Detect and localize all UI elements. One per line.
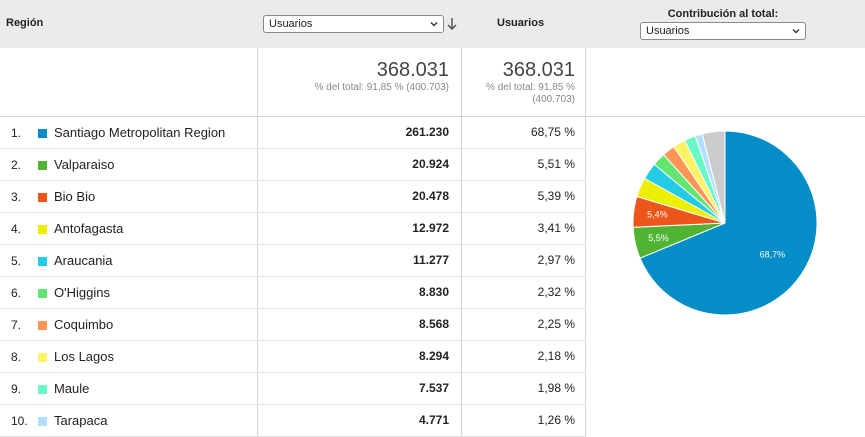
table-row: 2. Valparaiso 20.924 5,51 % [0, 149, 586, 181]
users-percent: 1,26 % [461, 405, 586, 436]
region-name[interactable]: Tarapaca [54, 413, 108, 428]
row-color-swatch [38, 257, 47, 266]
users-percent: 5,39 % [461, 181, 586, 212]
users-value: 7.537 [257, 373, 461, 404]
pie-slice-label: 5,5% [648, 233, 669, 243]
primary-select-value: Usuarios [269, 18, 313, 30]
table-row: 8. Los Lagos 8.294 2,18 % [0, 341, 586, 373]
region-name[interactable]: Araucania [54, 253, 113, 268]
total-note: % del total: 91,85 % (400.703) [314, 82, 449, 93]
users-value: 20.478 [257, 181, 461, 212]
total-note-line1: % del total: 91,85 % [486, 82, 575, 93]
table-row: 7. Coquimbo 8.568 2,25 % [0, 309, 586, 341]
users-value: 20.924 [257, 149, 461, 180]
region-name[interactable]: Los Lagos [54, 349, 114, 364]
row-color-swatch [38, 353, 47, 362]
row-index: 7. [11, 318, 22, 332]
row-index: 8. [11, 350, 22, 364]
primary-dimension-select[interactable]: Usuarios [263, 15, 444, 33]
region-name[interactable]: Antofagasta [54, 221, 124, 236]
row-index: 9. [11, 382, 22, 396]
region-name[interactable]: O'Higgins [54, 285, 110, 300]
row-color-swatch [38, 417, 47, 426]
row-color-swatch [38, 289, 47, 298]
total-users-primary: 368.031 % del total: 91,85 % (400.703) [257, 48, 461, 116]
row-color-swatch [38, 193, 47, 202]
contribution-pie-chart: 68,7% 5,5% 5,4% [586, 117, 865, 437]
total-value: 368.031 [376, 59, 449, 81]
table-header: Región Usuarios Usuarios Contribución al… [0, 0, 865, 48]
chevron-down-icon [430, 22, 438, 27]
row-index: 4. [11, 222, 22, 236]
region-name[interactable]: Coquimbo [54, 317, 114, 332]
users-value: 8.568 [257, 309, 461, 340]
users-percent: 2,25 % [461, 309, 586, 340]
table-row: 5. Araucania 11.277 2,97 % [0, 245, 586, 277]
users-percent: 68,75 % [461, 117, 586, 148]
metric-column-header[interactable]: Usuarios [497, 17, 545, 29]
total-users-metric: 368.031 % del total: 91,85 % (400.703) [461, 48, 586, 116]
table-row: 9. Maule 7.537 1,98 % [0, 373, 586, 405]
row-color-swatch [38, 385, 47, 394]
data-table: 1. Santiago Metropolitan Region 261.230 68,… [0, 117, 586, 437]
users-value: 8.294 [257, 341, 461, 372]
users-percent: 2,97 % [461, 245, 586, 276]
row-index: 3. [11, 190, 22, 204]
region-name[interactable]: Maule [54, 381, 90, 396]
row-color-swatch [38, 161, 47, 170]
total-note-line2: (400.703) [532, 94, 575, 105]
users-value: 12.972 [257, 213, 461, 244]
users-value: 11.277 [257, 245, 461, 276]
users-value: 8.830 [257, 277, 461, 308]
region-column-header[interactable]: Región [6, 17, 44, 29]
users-percent: 2,32 % [461, 277, 586, 308]
row-index: 1. [11, 126, 22, 140]
region-name[interactable]: Santiago Metropolitan Region [54, 125, 226, 140]
pie-slice[interactable] [639, 130, 818, 316]
pie-chart-svg: 68,7% 5,5% 5,4% [632, 130, 818, 316]
sort-down-arrow-icon[interactable] [446, 16, 458, 32]
users-percent: 1,98 % [461, 373, 586, 404]
table-row: 3. Bio Bio 20.478 5,39 % [0, 181, 586, 213]
users-percent: 2,18 % [461, 341, 586, 372]
region-name[interactable]: Bio Bio [54, 189, 96, 204]
total-value: 368.031 [502, 59, 575, 81]
row-color-swatch [38, 129, 47, 138]
users-percent: 3,41 % [461, 213, 586, 244]
contribution-select[interactable]: Usuarios [640, 22, 806, 40]
users-percent: 5,51 % [461, 149, 586, 180]
table-row: 4. Antofagasta 12.972 3,41 % [0, 213, 586, 245]
row-color-swatch [38, 321, 47, 330]
table-row: 1. Santiago Metropolitan Region 261.230 68,… [0, 117, 586, 149]
users-value: 261.230 [257, 117, 461, 148]
row-index: 5. [11, 254, 22, 268]
totals-row: 368.031 % del total: 91,85 % (400.703) 3… [0, 48, 865, 117]
users-value: 4.771 [257, 405, 461, 436]
row-index: 6. [11, 286, 22, 300]
region-name[interactable]: Valparaiso [54, 157, 115, 172]
row-index: 10. [11, 414, 28, 428]
table-row: 10. Tarapaca 4.771 1,26 % [0, 405, 586, 437]
chevron-down-icon [792, 29, 800, 34]
pie-slice-label: 68,7% [760, 250, 786, 260]
pie-slice-label: 5,4% [647, 210, 668, 220]
contribution-select-value: Usuarios [646, 25, 690, 37]
table-row: 6. O'Higgins 8.830 2,32 % [0, 277, 586, 309]
row-index: 2. [11, 158, 22, 172]
pie-slice[interactable] [701, 130, 726, 224]
row-color-swatch [38, 225, 47, 234]
contribution-title: Contribución al total: [667, 8, 779, 20]
